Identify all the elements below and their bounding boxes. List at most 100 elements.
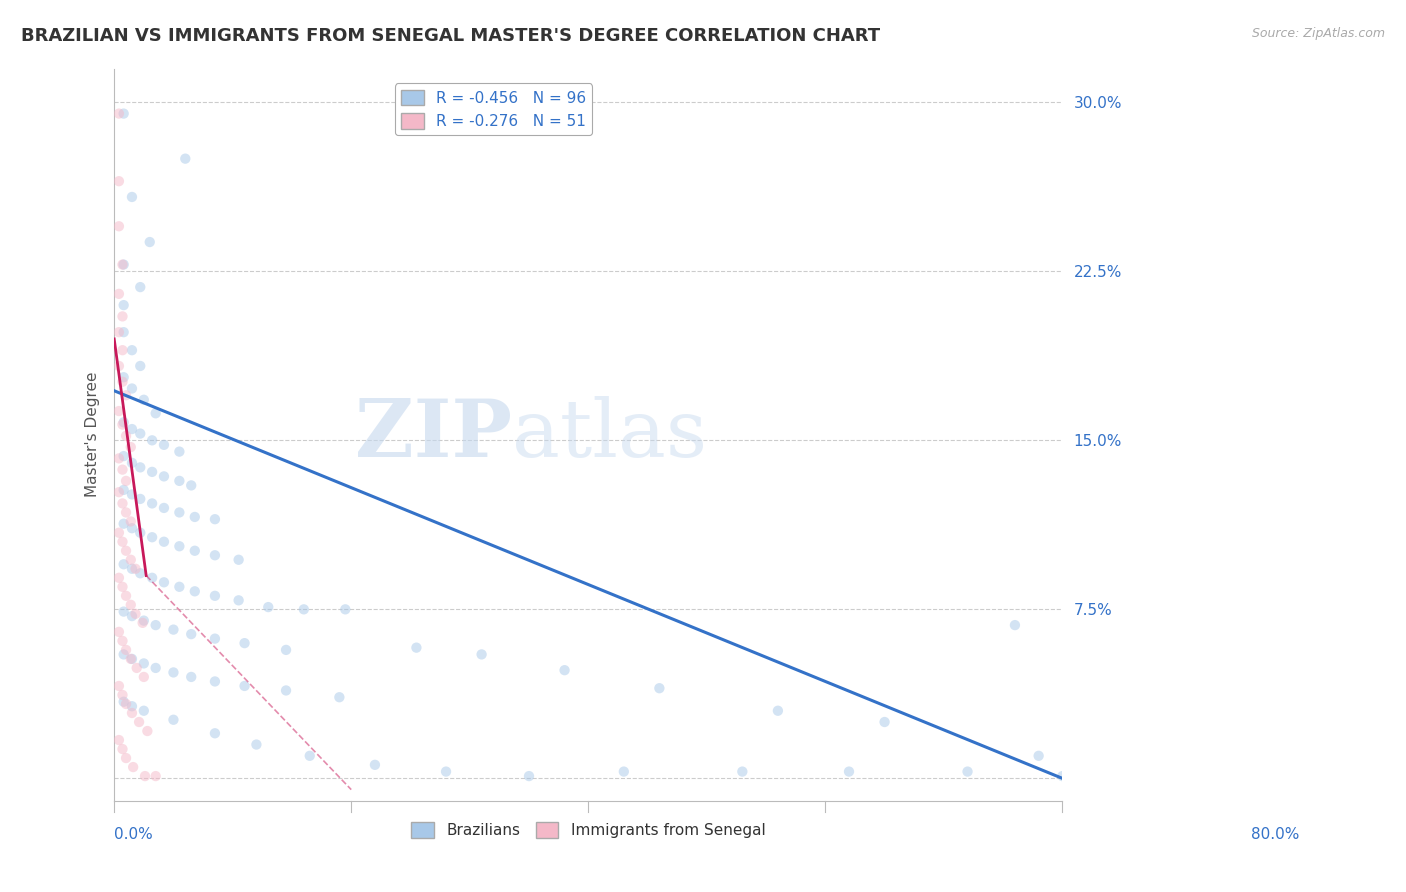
Point	[129, 359, 152, 373]
Point	[132, 392, 155, 407]
Point	[169, 474, 191, 488]
Point	[838, 764, 860, 779]
Text: BRAZILIAN VS IMMIGRANTS FROM SENEGAL MASTER'S DEGREE CORRELATION CHART: BRAZILIAN VS IMMIGRANTS FROM SENEGAL MAS…	[21, 27, 880, 45]
Point	[112, 449, 135, 463]
Point	[108, 624, 131, 639]
Point	[111, 343, 134, 358]
Point	[766, 704, 789, 718]
Point	[112, 415, 135, 429]
Point	[108, 286, 131, 301]
Point	[554, 663, 576, 677]
Point	[132, 704, 155, 718]
Point	[292, 602, 315, 616]
Point	[115, 543, 138, 558]
Text: Source: ZipAtlas.com: Source: ZipAtlas.com	[1251, 27, 1385, 40]
Point	[115, 589, 138, 603]
Point	[141, 530, 163, 544]
Point	[115, 643, 138, 657]
Point	[204, 674, 226, 689]
Legend: Brazilians, Immigrants from Senegal: Brazilians, Immigrants from Senegal	[405, 816, 772, 845]
Point	[162, 623, 184, 637]
Point	[141, 571, 163, 585]
Point	[121, 521, 143, 535]
Point	[153, 534, 176, 549]
Point	[145, 661, 167, 675]
Point	[111, 688, 134, 702]
Point	[111, 534, 134, 549]
Point	[112, 648, 135, 662]
Point	[108, 359, 131, 373]
Point	[335, 602, 357, 616]
Point	[108, 525, 131, 540]
Point	[121, 382, 143, 396]
Point	[108, 451, 131, 466]
Point	[129, 460, 152, 475]
Point	[115, 474, 138, 488]
Point	[111, 633, 134, 648]
Point	[108, 106, 131, 120]
Point	[204, 548, 226, 562]
Point	[204, 512, 226, 526]
Point	[108, 679, 131, 693]
Point	[112, 516, 135, 531]
Point	[129, 280, 152, 294]
Point	[108, 219, 131, 234]
Point	[873, 714, 896, 729]
Point	[112, 558, 135, 572]
Point	[274, 683, 297, 698]
Point	[122, 760, 145, 774]
Point	[112, 370, 135, 384]
Point	[129, 491, 152, 506]
Point	[162, 713, 184, 727]
Point	[139, 235, 162, 249]
Point	[141, 434, 163, 448]
Point	[120, 440, 142, 454]
Point	[112, 483, 135, 497]
Point	[112, 106, 135, 120]
Point	[184, 510, 207, 524]
Point	[328, 690, 350, 705]
Point	[233, 636, 256, 650]
Point	[115, 751, 138, 765]
Y-axis label: Master's Degree: Master's Degree	[86, 372, 100, 498]
Text: atlas: atlas	[512, 396, 707, 474]
Point	[115, 429, 138, 443]
Point	[108, 404, 131, 418]
Point	[111, 258, 134, 272]
Point	[298, 748, 321, 763]
Point	[115, 697, 138, 711]
Point	[129, 566, 152, 581]
Point	[136, 724, 159, 739]
Point	[145, 769, 167, 783]
Point	[204, 632, 226, 646]
Point	[405, 640, 427, 655]
Point	[111, 742, 134, 756]
Point	[517, 769, 540, 783]
Point	[121, 422, 143, 436]
Point	[120, 598, 142, 612]
Point	[121, 190, 143, 204]
Point	[471, 648, 494, 662]
Point	[204, 726, 226, 740]
Point	[1004, 618, 1026, 632]
Point	[228, 553, 250, 567]
Point	[108, 174, 131, 188]
Point	[112, 605, 135, 619]
Point	[245, 738, 267, 752]
Point	[364, 757, 387, 772]
Point	[121, 343, 143, 358]
Point	[184, 584, 207, 599]
Point	[111, 310, 134, 324]
Point	[153, 469, 176, 483]
Point	[111, 417, 134, 432]
Point	[169, 580, 191, 594]
Point	[108, 571, 131, 585]
Point	[204, 589, 226, 603]
Point	[434, 764, 457, 779]
Point	[121, 562, 143, 576]
Point	[108, 733, 131, 747]
Point	[274, 643, 297, 657]
Point	[228, 593, 250, 607]
Point	[169, 505, 191, 519]
Point	[132, 614, 155, 628]
